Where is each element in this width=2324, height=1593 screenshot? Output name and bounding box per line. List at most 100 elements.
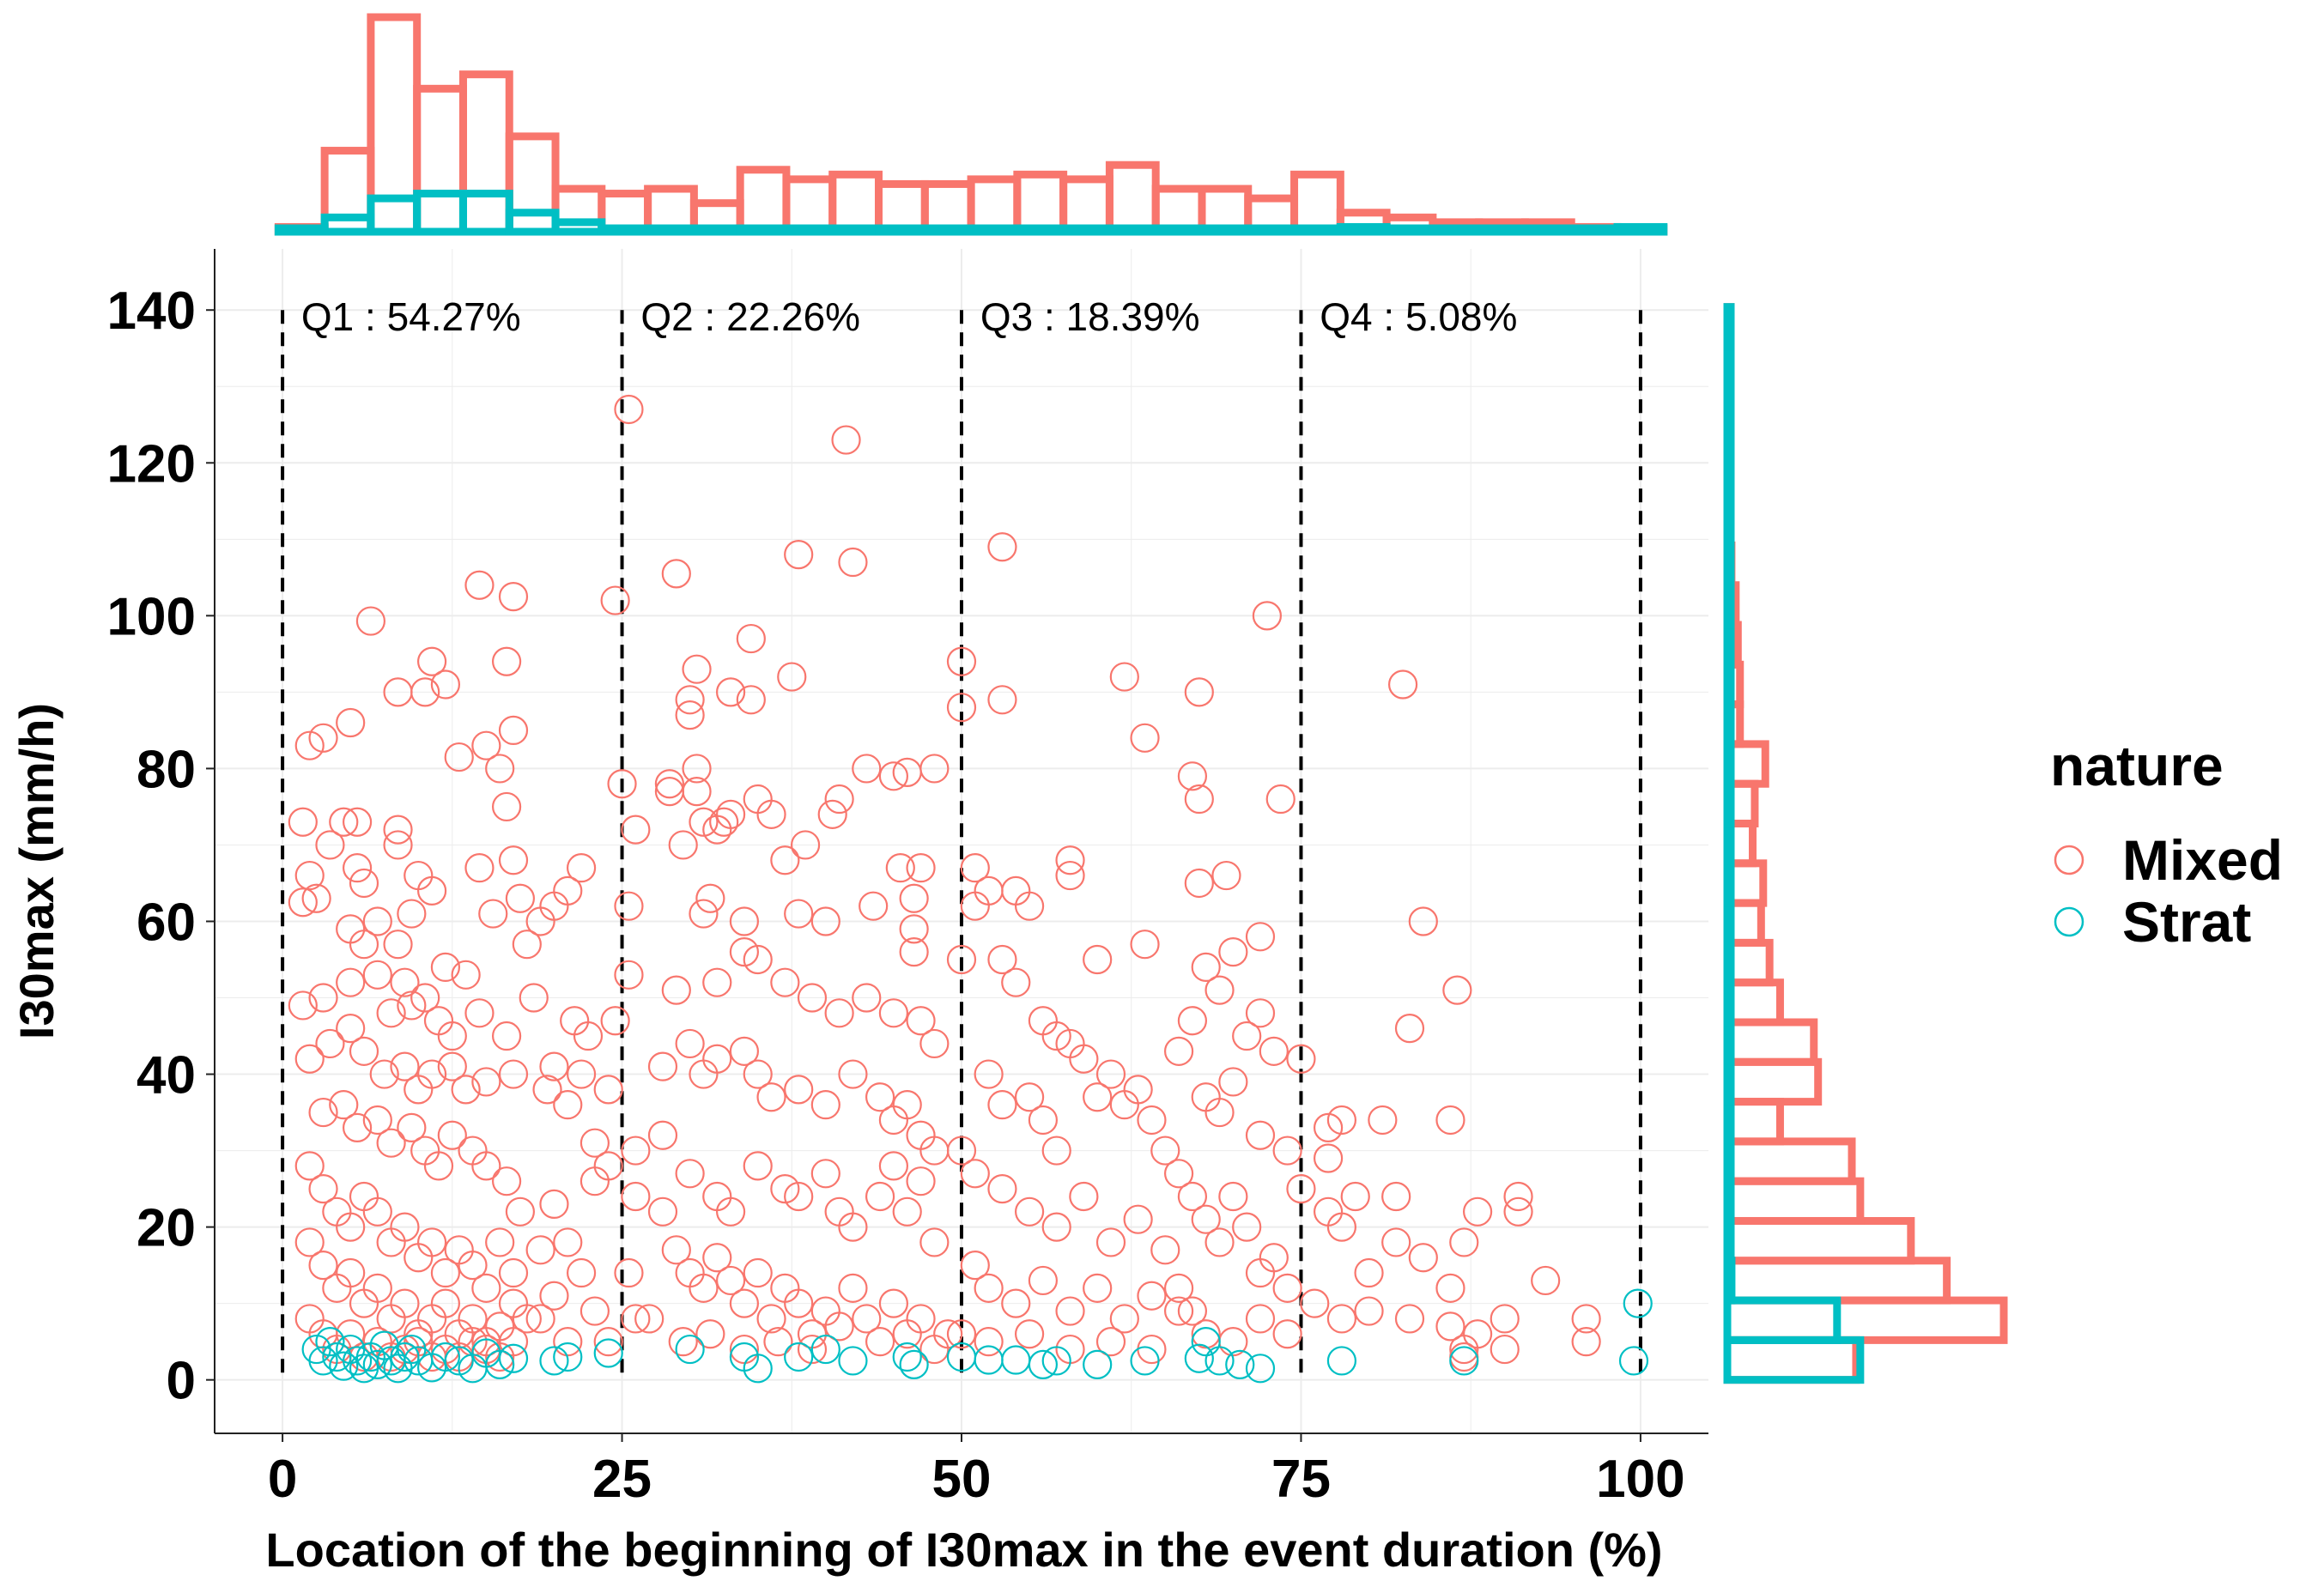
scatter-point-mixed xyxy=(702,1243,732,1273)
scatter-point-mixed xyxy=(390,1212,420,1242)
scatter-point-mixed xyxy=(336,1014,366,1044)
scatter-point-mixed xyxy=(824,998,854,1028)
scatter-point-mixed xyxy=(1069,1181,1099,1212)
scatter-point-mixed xyxy=(838,1273,868,1303)
scatter-point-mixed xyxy=(430,669,461,700)
scatter-point-mixed xyxy=(1191,952,1221,983)
scatter-point-strat xyxy=(838,1346,868,1376)
scatter-point-mixed xyxy=(342,1112,373,1142)
scatter-point-mixed xyxy=(885,853,915,883)
scatter-point-mixed xyxy=(1150,1136,1180,1166)
top-histogram-bar-strat xyxy=(1013,224,1068,236)
legend-label-strat: Strat xyxy=(2122,890,2251,954)
scatter-point-mixed xyxy=(566,1059,597,1089)
scatter-point-mixed xyxy=(1387,669,1418,700)
x-axis-ticks: 0 25 50 75 100 xyxy=(268,1433,1685,1509)
scatter-point-mixed xyxy=(831,425,861,455)
scatter-point-strat xyxy=(1191,1327,1221,1357)
scatter-point-mixed xyxy=(1245,922,1276,952)
scatter-point-mixed xyxy=(852,754,882,784)
scatter-point-mixed xyxy=(661,1235,691,1265)
scatter-point-mixed xyxy=(621,815,651,845)
scatter-point-mixed xyxy=(987,532,1017,562)
scatter-point-strat xyxy=(1623,1288,1653,1318)
scatter-point-strat xyxy=(1225,1349,1255,1379)
right-histogram-bar-strat xyxy=(1723,422,1735,470)
scatter-point-mixed xyxy=(974,1273,1004,1303)
scatter-point-mixed xyxy=(668,830,698,860)
scatter-point-mixed xyxy=(675,1028,705,1059)
quadrant-labels: Q1 : 54.27% Q2 : 22.26% Q3 : 18.39% Q4 :… xyxy=(301,294,1518,339)
scatter-point-mixed xyxy=(987,1173,1017,1204)
x-axis-title: Location of the beginning of I30max in t… xyxy=(265,1523,1662,1577)
scatter-point-mixed xyxy=(294,1227,325,1257)
scatter-point-mixed xyxy=(512,1304,542,1334)
scatter-point-strat xyxy=(593,1338,623,1368)
scatter-point-mixed xyxy=(1245,1304,1276,1334)
scatter-point-mixed xyxy=(1245,1120,1276,1150)
scatter-point-mixed xyxy=(397,899,427,929)
scatter-point-mixed xyxy=(1041,1021,1071,1051)
quadrant-label-q2: Q2 : 22.26% xyxy=(640,294,860,339)
scatter-point-mixed xyxy=(614,394,644,425)
right-histogram-bar-strat xyxy=(1723,581,1735,629)
scatter-point-mixed xyxy=(390,1288,420,1318)
scatter-point-mixed xyxy=(960,891,990,921)
scatter-point-mixed xyxy=(736,623,766,654)
right-histogram-bar-strat xyxy=(1723,462,1735,510)
scatter-point-mixed xyxy=(1252,601,1283,631)
scatter-point-mixed xyxy=(505,883,536,913)
right-histogram-bar-strat xyxy=(1723,1057,1735,1106)
scatter-point-mixed xyxy=(362,906,392,936)
scatter-point-mixed xyxy=(621,1304,651,1334)
scatter-point-mixed xyxy=(621,1136,651,1166)
scatter-point-mixed xyxy=(458,1304,488,1334)
scatter-point-mixed xyxy=(899,936,929,967)
scatter-point-mixed xyxy=(471,1151,501,1181)
scatter-point-mixed xyxy=(919,1227,950,1257)
scatter-point-mixed xyxy=(423,1151,454,1181)
scatter-point-mixed xyxy=(349,1036,379,1066)
scatter-point-mixed xyxy=(607,769,637,799)
top-histogram-bar-strat xyxy=(274,224,329,236)
scatter-point-mixed xyxy=(1055,845,1085,875)
scatter-point-mixed xyxy=(362,960,392,990)
scatter-point-mixed xyxy=(729,1036,760,1066)
scatter-point-strat xyxy=(1326,1346,1357,1376)
scatter-point-mixed xyxy=(410,677,440,707)
scatter-point-mixed xyxy=(946,944,977,975)
scatter-point-mixed xyxy=(336,967,366,997)
scatter-point-mixed xyxy=(906,1006,936,1036)
scatter-point-mixed xyxy=(682,754,712,784)
scatter-point-mixed xyxy=(505,1196,536,1227)
scatter-point-mixed xyxy=(397,990,427,1021)
scatter-point-mixed xyxy=(878,1151,909,1181)
scatter-point-mixed xyxy=(1340,1181,1370,1212)
scatter-point-mixed xyxy=(1184,868,1214,899)
scatter-point-mixed xyxy=(689,807,719,837)
scatter-point-mixed xyxy=(336,707,366,738)
scatter-point-mixed xyxy=(729,1288,760,1318)
scatter-point-strat xyxy=(539,1346,569,1376)
scatter-point-mixed xyxy=(437,1051,467,1081)
scatter-point-strat xyxy=(946,1342,977,1372)
top-histogram-bar-strat xyxy=(1382,224,1437,236)
top-histogram-bar-strat xyxy=(1105,224,1160,236)
scatter-point-strat xyxy=(892,1342,922,1372)
scatter-point-mixed xyxy=(525,1304,555,1334)
scatter-point-strat xyxy=(376,1346,406,1376)
scatter-point-mixed xyxy=(498,1059,529,1089)
scatter-point-strat xyxy=(458,1354,488,1384)
y-tick-label-80: 80 xyxy=(137,740,196,799)
scatter-point-mixed xyxy=(525,1235,555,1265)
scatter-point-mixed xyxy=(1503,1196,1533,1227)
right-histogram-bar-strat xyxy=(1723,820,1735,868)
scatter-point-mixed xyxy=(1286,1173,1316,1204)
scatter-point-mixed xyxy=(1571,1304,1601,1334)
scatter-point-mixed xyxy=(451,1075,481,1105)
scatter-point-mixed xyxy=(756,1304,786,1334)
scatter-point-mixed xyxy=(349,868,379,899)
scatter-point-mixed xyxy=(987,1090,1017,1120)
